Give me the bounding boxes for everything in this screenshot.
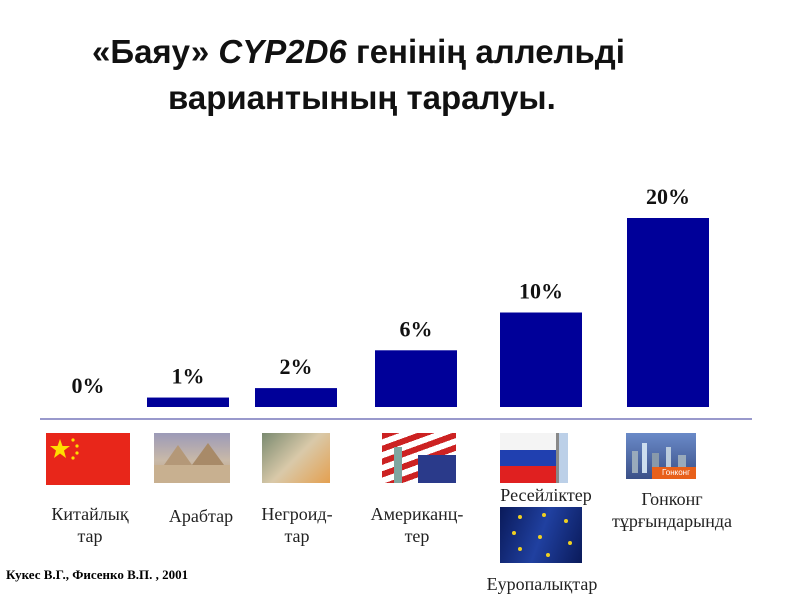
usa-liberty-image (382, 433, 456, 483)
label-hongkong: Гонконг тұрғындарында (612, 489, 732, 531)
bar (500, 312, 582, 407)
label-china: Китайлық тар (51, 504, 129, 546)
hongkong-image: Гонконг (626, 433, 696, 479)
label-russian: Ресейліктер (500, 485, 592, 505)
data-label: 0% (72, 373, 105, 398)
citation: Кукес В.Г., Фисенко В.П. , 2001 (6, 567, 189, 582)
label-american: Американц-тер (370, 504, 464, 546)
data-label: 20% (646, 184, 690, 209)
label-arab: Арабтар (168, 506, 234, 526)
data-label: 6% (400, 316, 433, 341)
hongkong-badge: Гонконг (652, 467, 696, 479)
people-image (262, 433, 330, 483)
bar (255, 388, 337, 407)
china-flag-image (46, 433, 130, 485)
bar-chart: 0% 1% 2% 6% 10% 20% (40, 184, 752, 420)
russia-flag-image (500, 433, 568, 483)
eu-flag-image (500, 507, 582, 563)
bar (147, 397, 229, 407)
data-label: 10% (519, 279, 563, 304)
label-european: Еуропалықтар (486, 574, 598, 594)
data-label: 2% (280, 354, 313, 379)
title-text: «Баяу» (92, 33, 219, 70)
pyramids-image (154, 433, 230, 483)
label-negroid: Негроид-тар (261, 504, 333, 546)
title-line-2: вариантының таралуы. (168, 79, 556, 116)
data-label: 1% (172, 364, 205, 389)
bar (627, 218, 709, 407)
gene-name: CYP2D6 (218, 33, 347, 70)
title-text: генінің аллельді (346, 33, 625, 70)
bar (375, 350, 457, 407)
